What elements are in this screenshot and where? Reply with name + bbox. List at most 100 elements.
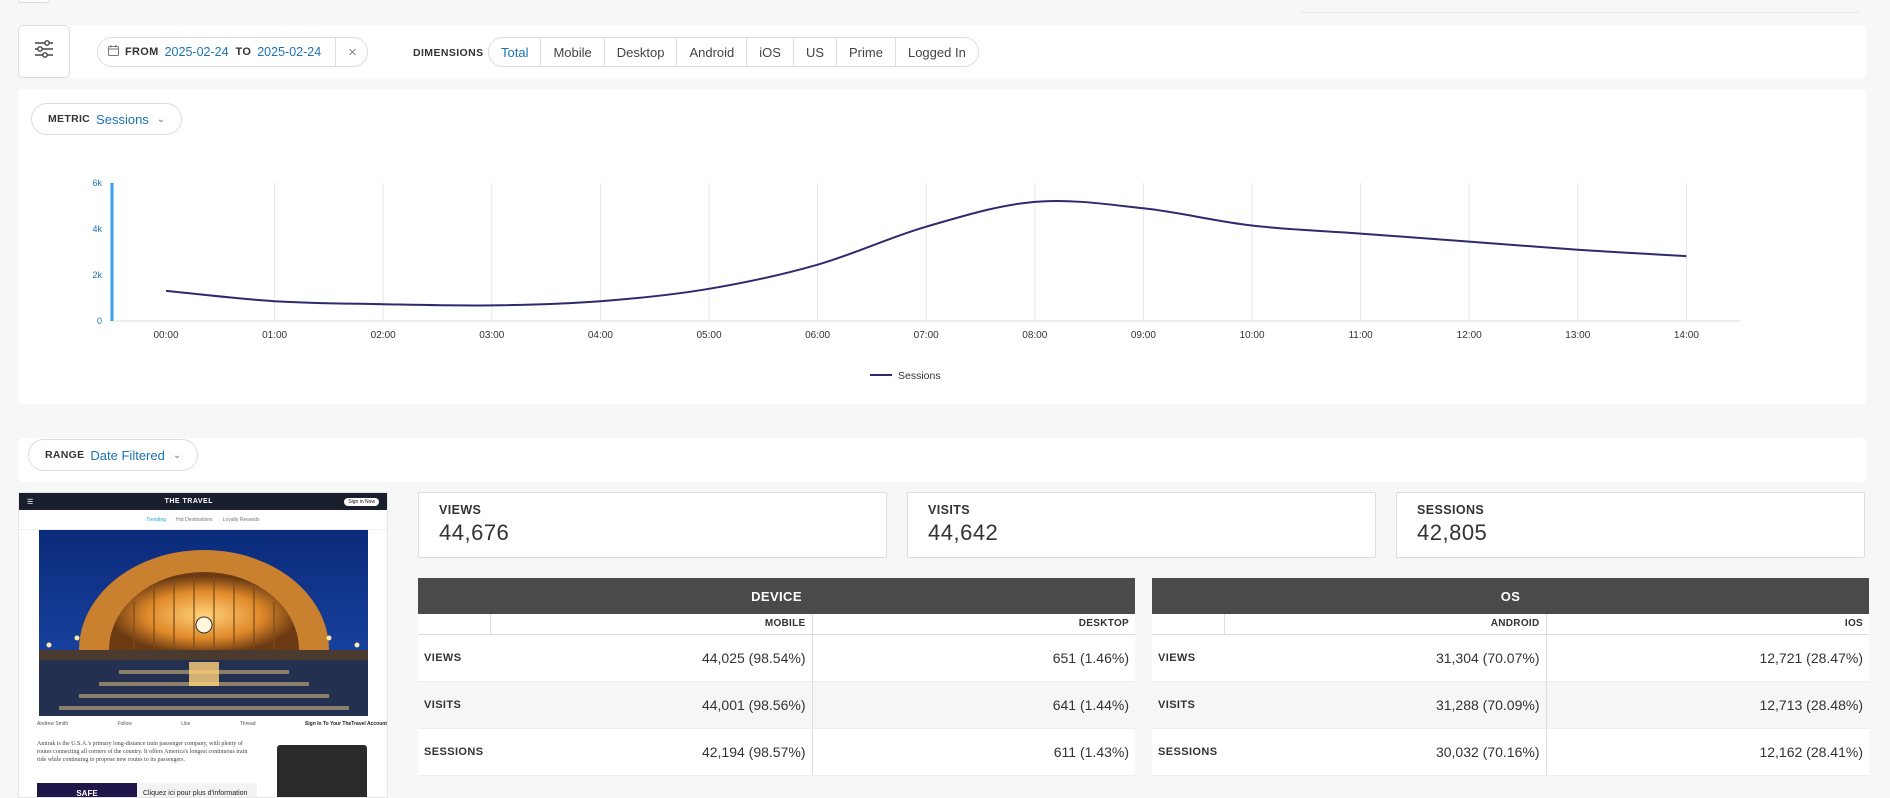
row-label: SESSIONS xyxy=(1152,728,1224,776)
dimension-android[interactable]: Android xyxy=(676,38,746,66)
from-label: FROM xyxy=(125,46,159,58)
range-dropdown[interactable]: RANGE Date Filtered ⌄ xyxy=(28,439,199,471)
dimension-us[interactable]: US xyxy=(792,38,836,66)
row-label: VIEWS xyxy=(418,634,490,682)
preview-action: Like xyxy=(181,721,191,727)
preview-nav-item: Trending xyxy=(146,516,166,523)
x-tick-label: 14:00 xyxy=(1674,330,1699,341)
stat-card-visits: VISITS 44,642 xyxy=(907,492,1376,558)
dimension-total[interactable]: Total xyxy=(501,44,529,60)
table-row: SESSIONS 30,032 (70.16%) 12,162 (28.41%) xyxy=(1152,728,1869,776)
clear-date-icon[interactable]: × xyxy=(335,38,369,66)
preview-action: Thread xyxy=(239,721,256,727)
top-stub xyxy=(18,0,50,3)
stat-card-sessions: SESSIONS 42,805 xyxy=(1396,492,1865,558)
page-preview[interactable]: ☰ THE TRAVEL Sign in Now Trending Hot De… xyxy=(18,492,388,798)
stat-title: VIEWS xyxy=(439,503,482,517)
to-date[interactable]: 2025-02-24 xyxy=(257,45,322,59)
range-value: Date Filtered xyxy=(90,447,165,463)
chevron-down-icon: ⌄ xyxy=(172,449,182,461)
preview-ad-text: Cliquez ici pour plus d'information xyxy=(143,789,248,797)
x-tick-label: 12:00 xyxy=(1457,330,1482,341)
x-tick-label: 09:00 xyxy=(1131,330,1156,341)
y-tick-label: 6k xyxy=(92,178,102,188)
preview-header: ☰ THE TRAVEL Sign in Now xyxy=(19,493,387,510)
preview-site-name: THE TRAVEL xyxy=(164,498,214,505)
calendar-icon xyxy=(108,45,119,59)
chart-grid xyxy=(274,183,1687,321)
table-cell: 31,304 (70.07%) xyxy=(1224,634,1546,682)
chart-series xyxy=(165,199,1687,307)
x-tick-label: 04:00 xyxy=(588,330,613,341)
chart-legend[interactable]: Sessions xyxy=(870,370,941,382)
os-table-title: OS xyxy=(1152,578,1869,614)
table-cell: 44,001 (98.56%) xyxy=(490,681,812,729)
row-label: VIEWS xyxy=(1152,634,1224,682)
y-tick-label: 2k xyxy=(92,270,102,280)
preview-meta: Andrew Smith Follow Like Thread Sign In … xyxy=(37,721,387,727)
dimension-prime[interactable]: Prime xyxy=(836,38,895,66)
dimension-desktop[interactable]: Desktop xyxy=(603,38,677,66)
column-header: IOS xyxy=(1545,614,1869,635)
top-divider xyxy=(1300,12,1860,13)
table-cell: 44,025 (98.54%) xyxy=(490,634,812,682)
table-row: VISITS 44,001 (98.56%) 641 (1.44%) xyxy=(418,681,1135,729)
preview-ad-banner: SAFE Cliquez ici pour plus d'information xyxy=(37,783,257,797)
to-label: TO xyxy=(235,46,252,58)
table-cell: 31,288 (70.09%) xyxy=(1224,681,1546,729)
preview-scrollbar[interactable] xyxy=(387,495,388,575)
chevron-down-icon: ⌄ xyxy=(156,113,166,125)
y-tick-label: 0 xyxy=(97,316,102,326)
table-cell: 641 (1.44%) xyxy=(811,681,1135,729)
preview-nav-item: Loyalty Rewards xyxy=(222,516,260,523)
preview-signin: Sign in Now xyxy=(344,497,379,506)
from-date[interactable]: 2025-02-24 xyxy=(164,45,229,59)
x-tick-label: 10:00 xyxy=(1239,330,1264,341)
metric-dropdown[interactable]: METRIC Sessions ⌄ xyxy=(31,103,183,135)
chart-panel xyxy=(18,89,1866,404)
x-tick-label: 08:00 xyxy=(1022,330,1047,341)
table-cell: 611 (1.43%) xyxy=(811,728,1135,776)
table-cell: 12,162 (28.41%) xyxy=(1545,728,1869,776)
stat-card-views: VIEWS 44,676 xyxy=(418,492,887,558)
stat-value: 44,676 xyxy=(439,520,510,545)
row-label: SESSIONS xyxy=(418,728,490,776)
preview-nav-item: Hot Destinations xyxy=(175,516,213,523)
x-tick-label: 00:00 xyxy=(153,330,178,341)
stat-value: 44,642 xyxy=(928,520,999,545)
empty-header-cell xyxy=(418,614,490,635)
column-header: ANDROID xyxy=(1223,614,1546,635)
preview-ad-brand: SAFE xyxy=(37,783,137,797)
column-header: DESKTOP xyxy=(811,614,1135,635)
menu-icon: ☰ xyxy=(27,498,34,506)
row-label: VISITS xyxy=(1152,681,1224,729)
metric-label: METRIC xyxy=(48,113,91,125)
filter-settings-button[interactable] xyxy=(18,25,70,78)
device-table-title: DEVICE xyxy=(418,578,1135,614)
table-row: VIEWS 31,304 (70.07%) 12,721 (28.47%) xyxy=(1152,634,1869,682)
table-row: SESSIONS 42,194 (98.57%) 611 (1.43%) xyxy=(418,728,1135,776)
sessions-line-chart: 0 2k 4k 6k 00:00 01:00 02:00 03:00 04:00 05:00 06… xyxy=(92,178,1741,382)
metric-value: Sessions xyxy=(96,111,149,127)
device-breakdown-table: DEVICE MOBILE DESKTOP VIEWS 44,025 (98.5… xyxy=(418,578,1135,776)
row-label: VISITS xyxy=(418,681,490,729)
legend-label: Sessions xyxy=(898,370,941,382)
dimension-selector: Total Mobile Desktop Android iOS US Prim… xyxy=(488,37,979,67)
preview-cta: Sign In To Your TheTravel Account xyxy=(304,721,387,727)
range-label: RANGE xyxy=(45,449,85,461)
table-row: VIEWS 44,025 (98.54%) 651 (1.46%) xyxy=(418,634,1135,682)
table-cell: 12,721 (28.47%) xyxy=(1545,634,1869,682)
dimension-mobile[interactable]: Mobile xyxy=(540,38,603,66)
date-range-picker[interactable]: FROM 2025-02-24 TO 2025-02-24 × xyxy=(97,37,368,67)
os-breakdown-table: OS ANDROID IOS VIEWS 31,304 (70.07%) 12,… xyxy=(1152,578,1869,776)
preview-body-text: Amtrak is the U.S.A.'s primary long-dist… xyxy=(37,741,248,763)
preview-author: Andrew Smith xyxy=(37,721,69,727)
dimension-logged-in[interactable]: Logged In xyxy=(894,38,978,66)
x-axis: 00:00 01:00 02:00 03:00 04:00 05:00 06:00 07:00… xyxy=(113,320,1741,341)
table-cell: 12,713 (28.48%) xyxy=(1545,681,1869,729)
empty-header-cell xyxy=(1152,614,1224,635)
dimension-ios[interactable]: iOS xyxy=(746,38,793,66)
stat-title: SESSIONS xyxy=(1417,503,1485,517)
preview-hero-image xyxy=(39,530,368,716)
x-tick-label: 06:00 xyxy=(805,330,830,341)
